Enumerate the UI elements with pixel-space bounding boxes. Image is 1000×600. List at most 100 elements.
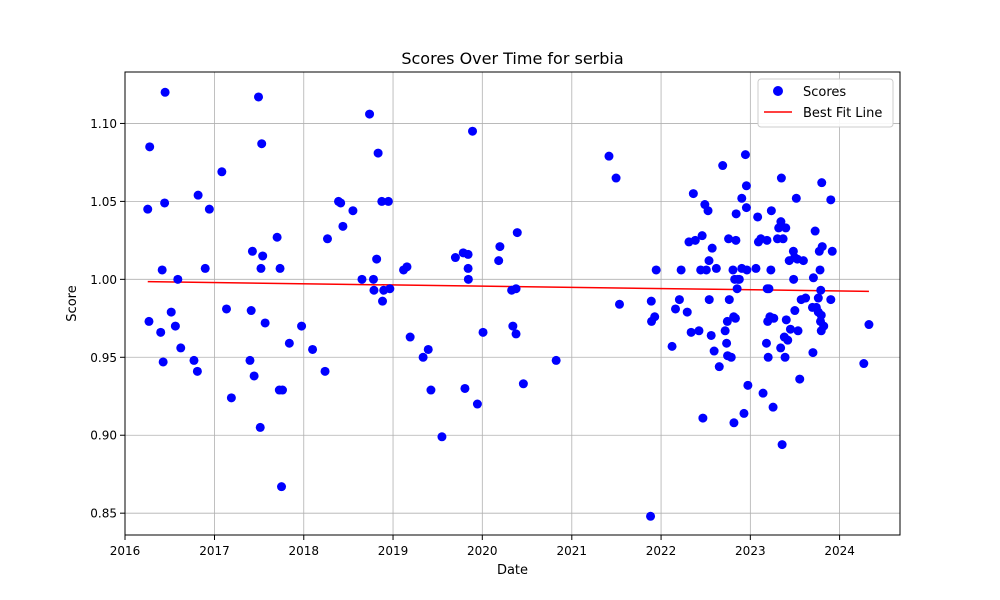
score-point (297, 321, 307, 331)
score-point (709, 346, 719, 356)
score-point (703, 206, 713, 216)
score-point (646, 511, 656, 521)
score-point (348, 206, 358, 216)
score-point (781, 223, 791, 233)
score-point (368, 274, 378, 284)
score-point (817, 178, 827, 188)
score-point (495, 242, 505, 252)
score-point (373, 148, 383, 158)
score-point (322, 234, 332, 244)
score-point (781, 315, 791, 325)
score-point (778, 234, 788, 244)
score-point (402, 262, 412, 272)
score-point (761, 338, 771, 348)
score-point (463, 263, 473, 273)
score-point (377, 196, 387, 206)
y-tick-label: 1.00 (90, 273, 117, 287)
score-point (383, 196, 393, 206)
score-point (226, 393, 236, 403)
score-point (245, 355, 255, 365)
score-point (728, 265, 738, 275)
chart-title: Scores Over Time for serbia (401, 49, 623, 68)
score-point (730, 313, 740, 323)
score-point (722, 316, 732, 326)
score-point (776, 173, 786, 183)
score-point (512, 228, 522, 238)
score-point (275, 263, 285, 273)
score-point (785, 324, 795, 334)
score-point (815, 265, 825, 275)
score-point (724, 295, 734, 305)
score-point (508, 321, 518, 331)
score-point (790, 306, 800, 316)
x-tick-label: 2021 (557, 544, 588, 558)
score-point (145, 142, 155, 152)
score-point (798, 256, 808, 266)
score-point (813, 293, 823, 303)
score-point (698, 413, 708, 423)
score-point (426, 385, 436, 395)
score-point (753, 212, 763, 222)
score-point (254, 92, 264, 102)
score-point (166, 307, 176, 317)
score-point (801, 293, 811, 303)
score-point (826, 195, 836, 205)
score-point (143, 204, 153, 214)
score-point (690, 235, 700, 245)
score-point (258, 251, 268, 261)
score-point (777, 440, 787, 450)
score-point (762, 235, 772, 245)
x-tick-label: 2023 (735, 544, 766, 558)
score-point (682, 307, 692, 317)
score-point (418, 352, 428, 362)
y-tick-label: 0.95 (90, 351, 117, 365)
score-point (776, 343, 786, 353)
score-point (378, 296, 388, 306)
score-point (156, 327, 166, 337)
score-point (864, 320, 874, 330)
score-point (758, 388, 768, 398)
score-point (739, 408, 749, 418)
score-point (694, 326, 704, 336)
score-point (701, 265, 711, 275)
score-point (614, 299, 624, 309)
score-point (686, 327, 696, 337)
score-point (769, 313, 779, 323)
score-point (714, 362, 724, 372)
score-point (551, 355, 561, 365)
score-point (385, 284, 395, 294)
score-point (221, 304, 231, 314)
score-point (463, 249, 473, 259)
score-point (144, 316, 154, 326)
score-point (793, 326, 803, 336)
score-point (706, 330, 716, 340)
score-point (743, 380, 753, 390)
score-point (742, 265, 752, 275)
score-point (450, 253, 460, 263)
legend-box (757, 78, 894, 128)
score-point (170, 321, 180, 331)
score-point (369, 285, 379, 295)
x-tick-label: 2016 (110, 544, 141, 558)
plot-area (125, 72, 900, 535)
score-point (674, 295, 684, 305)
score-point (819, 321, 829, 331)
score-point (176, 343, 186, 353)
score-point (272, 232, 282, 242)
score-point (795, 374, 805, 384)
score-point (670, 304, 680, 314)
score-point (158, 357, 168, 367)
score-point (192, 366, 202, 376)
score-point (217, 167, 227, 177)
x-tick-label: 2019 (378, 544, 409, 558)
score-point (722, 338, 732, 348)
score-point (277, 482, 287, 492)
grid-lines (124, 72, 900, 535)
score-point (676, 265, 686, 275)
score-point (729, 418, 739, 428)
score-point (511, 329, 521, 339)
score-point (160, 198, 170, 208)
score-point (518, 379, 528, 389)
score-point (720, 326, 730, 336)
